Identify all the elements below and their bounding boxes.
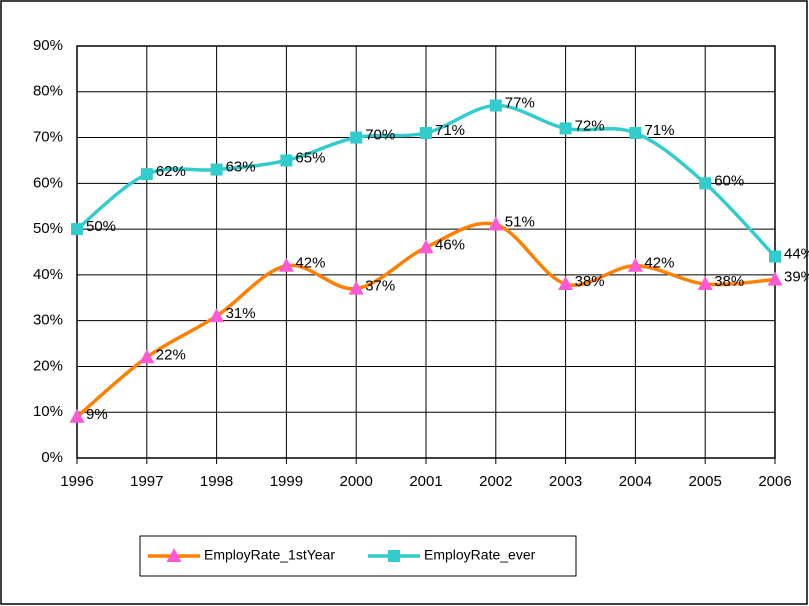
x-tick-label: 1997: [130, 473, 163, 490]
legend-label: EmployRate_ever: [424, 547, 536, 563]
data-label: 71%: [644, 122, 674, 139]
data-label: 39%: [784, 268, 809, 285]
legend-label: EmployRate_1stYear: [204, 547, 335, 563]
y-tick-label: 20%: [33, 357, 63, 374]
marker: [418, 239, 434, 254]
y-tick-label: 90%: [33, 37, 63, 54]
marker: [210, 163, 223, 176]
data-label: 50%: [86, 218, 116, 235]
data-label: 63%: [226, 159, 256, 176]
x-tick-label: 2000: [340, 473, 373, 490]
marker: [280, 154, 293, 167]
y-tick-label: 30%: [33, 312, 63, 329]
marker: [559, 122, 572, 135]
data-label: 38%: [575, 273, 605, 290]
data-label: 60%: [714, 172, 744, 189]
data-label: 38%: [714, 273, 744, 290]
x-tick-label: 2003: [549, 473, 582, 490]
marker: [139, 349, 155, 364]
x-tick-label: 1998: [200, 473, 233, 490]
data-label: 70%: [365, 127, 395, 144]
marker: [699, 177, 712, 190]
marker: [767, 271, 783, 286]
marker: [350, 131, 363, 144]
data-label: 42%: [295, 255, 325, 272]
data-label: 9%: [86, 406, 108, 423]
data-label: 46%: [435, 236, 465, 253]
y-tick-label: 0%: [41, 449, 63, 466]
marker: [697, 276, 713, 291]
marker: [420, 126, 432, 139]
legend-box: [139, 535, 577, 577]
marker: [348, 280, 364, 295]
x-tick-label: 1996: [60, 473, 93, 490]
x-tick-label: 2004: [619, 473, 652, 490]
marker: [69, 408, 85, 423]
legend-marker: [166, 548, 182, 562]
y-tick-label: 10%: [33, 403, 63, 420]
data-label: 71%: [435, 122, 465, 139]
y-tick-label: 40%: [33, 266, 63, 283]
x-tick-label: 2002: [479, 473, 512, 490]
data-label: 62%: [156, 163, 186, 180]
data-label: 72%: [575, 117, 605, 134]
marker: [488, 216, 504, 231]
data-label: 44%: [784, 246, 809, 263]
marker: [629, 126, 642, 139]
data-label: 22%: [156, 346, 186, 363]
y-tick-label: 70%: [33, 129, 63, 146]
marker: [769, 250, 781, 263]
marker: [627, 257, 643, 272]
marker: [71, 223, 83, 236]
x-tick-label: 2005: [689, 473, 722, 490]
data-label: 51%: [505, 214, 535, 231]
marker: [278, 257, 294, 272]
marker: [209, 308, 225, 323]
marker: [558, 276, 574, 291]
data-label: 31%: [226, 305, 256, 322]
x-tick-label: 1999: [270, 473, 303, 490]
x-tick-label: 2006: [758, 473, 791, 490]
data-label: 42%: [644, 255, 674, 272]
marker: [489, 99, 502, 112]
data-label: 65%: [295, 149, 325, 166]
y-tick-label: 80%: [33, 83, 63, 100]
data-label: 37%: [365, 278, 395, 295]
y-tick-label: 60%: [33, 174, 63, 191]
data-label: 77%: [505, 94, 535, 111]
y-tick-label: 50%: [33, 220, 63, 237]
x-tick-label: 2001: [409, 473, 442, 490]
marker: [140, 168, 153, 181]
legend-marker: [388, 550, 400, 562]
